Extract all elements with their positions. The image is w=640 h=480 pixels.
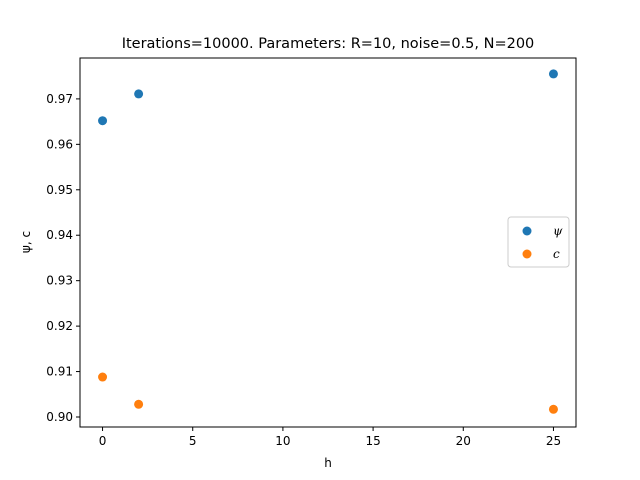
y-tick-label: 0.95 [46, 183, 73, 197]
legend-marker [522, 226, 532, 236]
legend-label: c [553, 247, 560, 261]
x-axis-label: h [324, 456, 332, 470]
data-points [98, 69, 558, 414]
y-axis: 0.90 0.91 0.92 0.93 0.94 0.95 0.96 0.97 [46, 92, 80, 424]
x-tick-label: 5 [189, 434, 197, 448]
x-tick-label: 25 [546, 434, 561, 448]
y-axis-label: ψ, c [19, 231, 33, 253]
legend-label: ψ [553, 224, 563, 238]
y-tick-label: 0.91 [46, 365, 73, 379]
y-tick-label: 0.90 [46, 410, 73, 424]
x-tick-label: 0 [99, 434, 107, 448]
y-tick-label: 0.97 [46, 92, 73, 106]
data-point-c [98, 372, 108, 382]
data-point-ψ [134, 89, 144, 99]
x-axis: 0 5 10 15 20 25 [99, 427, 561, 448]
chart-title: Iterations=10000. Parameters: R=10, nois… [122, 36, 535, 52]
x-tick-label: 10 [275, 434, 290, 448]
y-tick-label: 0.94 [46, 228, 73, 242]
y-tick-label: 0.96 [46, 137, 73, 151]
x-tick-label: 15 [365, 434, 380, 448]
y-tick-label: 0.92 [46, 319, 73, 333]
y-tick-label: 0.93 [46, 274, 73, 288]
x-tick-label: 20 [456, 434, 471, 448]
data-point-c [548, 404, 558, 414]
legend-marker [522, 249, 532, 259]
data-point-ψ [98, 116, 108, 126]
data-point-ψ [548, 69, 558, 79]
data-point-c [134, 399, 144, 409]
plot-area [79, 57, 577, 428]
legend: ψc [507, 216, 570, 268]
